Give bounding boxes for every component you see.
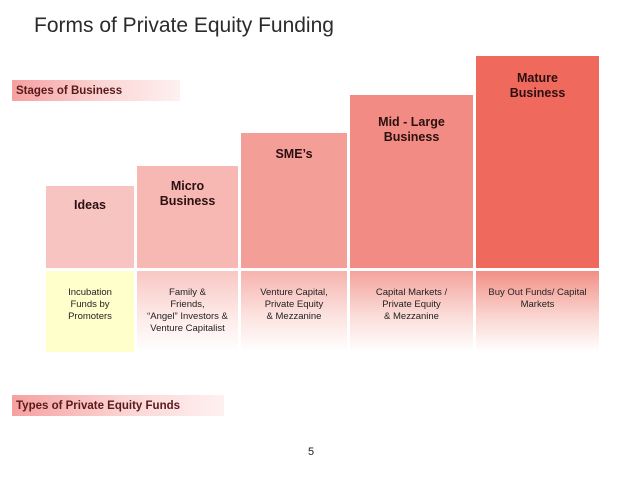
stages-of-business-label: Stages of Business [12, 80, 180, 101]
fund-incubation: Incubation Funds by Promoters [46, 271, 134, 352]
stage-mid-large-business-label: Mid - Large Business [378, 115, 445, 144]
stage-smes-label: SME’s [275, 147, 313, 161]
page-number: 5 [308, 446, 315, 458]
stage-ideas: Ideas [46, 186, 134, 268]
fund-venture-capital: Venture Capital, Private Equity & Mezzan… [241, 271, 347, 352]
stage-mid-large-business: Mid - Large Business [350, 95, 473, 268]
fund-buyout: Buy Out Funds/ Capital Markets [476, 271, 599, 352]
stage-micro-business: Micro Business [137, 166, 238, 268]
stage-mature-business-label: Mature Business [509, 71, 566, 100]
stage-smes: SME’s [241, 133, 347, 268]
fund-capital-markets: Capital Markets / Private Equity & Mezza… [350, 271, 473, 352]
stage-micro-business-label: Micro Business [159, 179, 216, 208]
slide-title: Forms of Private Equity Funding [34, 14, 334, 37]
stage-ideas-label: Ideas [74, 198, 106, 212]
types-of-funds-label: Types of Private Equity Funds [12, 395, 224, 416]
stage-mature-business: Mature Business [476, 56, 599, 268]
fund-family-friends-angel: Family & Friends, “Angel” Investors & Ve… [137, 271, 238, 352]
